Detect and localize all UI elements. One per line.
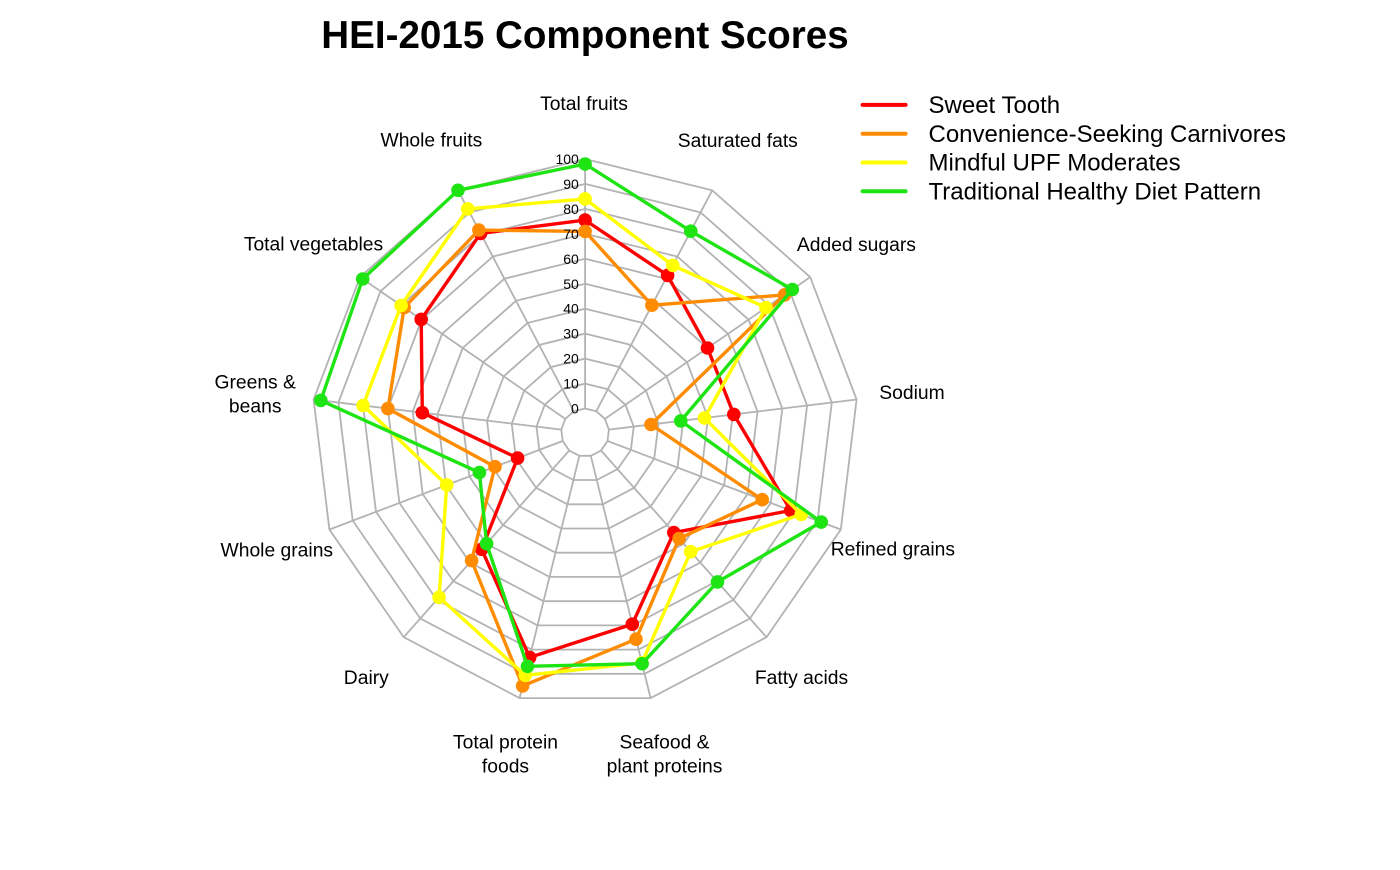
svg-text:10: 10: [563, 376, 579, 392]
svg-text:foods: foods: [482, 757, 529, 778]
svg-text:Whole fruits: Whole fruits: [381, 130, 483, 151]
svg-text:Mindful UPF Moderates: Mindful UPF Moderates: [929, 150, 1181, 177]
svg-text:Total protein: Total protein: [453, 732, 558, 753]
svg-text:Refined grains: Refined grains: [831, 539, 955, 560]
svg-text:beans: beans: [229, 397, 282, 418]
svg-text:Greens &: Greens &: [214, 373, 296, 394]
svg-text:90: 90: [563, 176, 579, 192]
svg-text:Sweet Tooth: Sweet Tooth: [929, 92, 1061, 119]
svg-text:Total fruits: Total fruits: [540, 94, 628, 115]
svg-text:Added sugars: Added sugars: [797, 235, 916, 256]
svg-text:Fatty acids: Fatty acids: [755, 668, 848, 689]
svg-text:Total vegetables: Total vegetables: [244, 235, 383, 256]
svg-text:20: 20: [563, 351, 579, 367]
svg-text:70: 70: [563, 226, 579, 242]
svg-text:plant proteins: plant proteins: [607, 757, 723, 778]
svg-text:Whole grains: Whole grains: [221, 540, 334, 561]
svg-text:50: 50: [563, 276, 579, 292]
svg-text:30: 30: [563, 326, 579, 342]
svg-text:HEI-2015 Component Scores: HEI-2015 Component Scores: [321, 14, 848, 57]
svg-text:Saturated fats: Saturated fats: [678, 131, 798, 152]
svg-text:Convenience-Seeking Carnivores: Convenience-Seeking Carnivores: [929, 121, 1287, 148]
svg-text:Dairy: Dairy: [344, 668, 389, 689]
svg-text:100: 100: [555, 151, 579, 167]
svg-text:40: 40: [563, 301, 579, 317]
svg-text:Sodium: Sodium: [879, 383, 944, 404]
svg-text:0: 0: [571, 401, 579, 417]
svg-text:Traditional Healthy Diet Patte: Traditional Healthy Diet Pattern: [929, 179, 1262, 206]
svg-text:60: 60: [563, 251, 579, 267]
svg-text:80: 80: [563, 201, 579, 217]
svg-text:Seafood &: Seafood &: [619, 732, 709, 753]
